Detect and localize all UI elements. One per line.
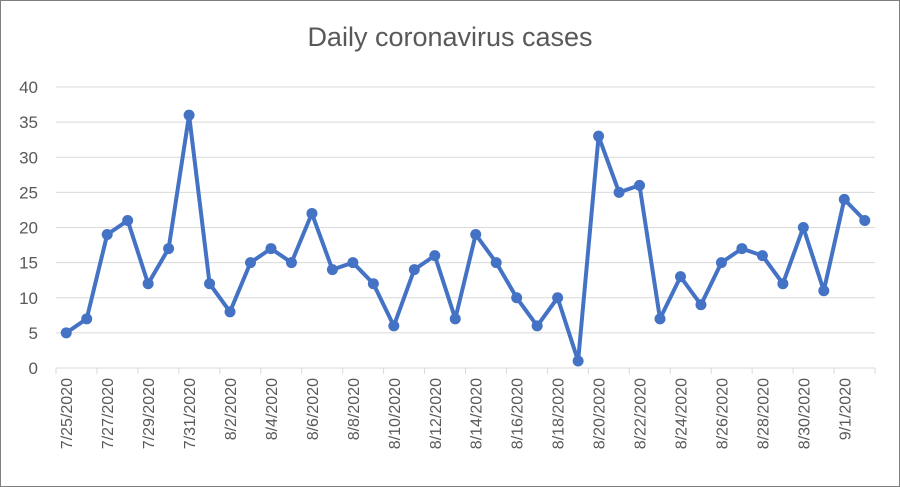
chart-title: Daily coronavirus cases	[307, 22, 593, 52]
y-tick-label: 35	[19, 113, 38, 132]
data-point	[388, 320, 400, 332]
x-tick-label: 8/18/2020	[551, 378, 568, 449]
data-point	[122, 214, 134, 226]
data-point	[674, 271, 686, 283]
data-point	[715, 257, 727, 269]
series-line	[65, 113, 867, 363]
data-point	[326, 264, 338, 276]
data-point	[593, 130, 605, 142]
data-point	[224, 306, 236, 318]
x-axis-tick-labels: 7/25/2020 7/27/2020 7/29/2020 7/31/2020 8/2/…	[59, 378, 854, 449]
x-tick-label: 8/16/2020	[510, 378, 527, 449]
data-point	[634, 179, 646, 191]
data-point	[142, 278, 154, 290]
x-tick-label: 8/22/2020	[633, 378, 650, 449]
x-tick-label: 7/27/2020	[100, 378, 117, 449]
data-point	[695, 299, 707, 311]
x-tick-label: 8/2/2020	[223, 378, 240, 440]
data-point	[265, 243, 277, 255]
data-point	[613, 186, 625, 198]
x-tick-label: 8/30/2020	[796, 378, 813, 449]
data-point	[756, 250, 768, 262]
x-tick-label: 8/26/2020	[714, 378, 731, 449]
data-point	[429, 250, 441, 262]
y-tick-label: 0	[29, 359, 38, 378]
x-tick-label: 8/14/2020	[469, 378, 486, 449]
x-tick-label: 7/25/2020	[59, 378, 76, 449]
data-point	[101, 229, 113, 241]
y-tick-label: 20	[19, 219, 38, 238]
data-point	[449, 313, 461, 325]
data-point	[490, 257, 502, 269]
y-tick-label: 25	[19, 183, 38, 202]
data-point	[306, 207, 318, 219]
y-tick-label: 40	[19, 78, 38, 97]
data-point	[654, 313, 666, 325]
y-tick-label: 5	[29, 324, 38, 343]
data-point	[818, 285, 830, 297]
x-tick-label: 8/6/2020	[305, 378, 322, 440]
x-tick-label: 8/10/2020	[387, 378, 404, 449]
data-point	[60, 327, 72, 339]
series-layer	[60, 109, 871, 367]
data-point	[736, 243, 748, 255]
x-tick-label: 8/20/2020	[592, 378, 609, 449]
data-point	[245, 257, 257, 269]
data-point	[511, 292, 523, 304]
data-point	[859, 214, 871, 226]
gridlines	[56, 86, 875, 334]
x-tick-label: 8/4/2020	[264, 378, 281, 440]
x-tick-label: 8/12/2020	[428, 378, 445, 449]
data-point	[797, 222, 809, 233]
data-point	[408, 264, 420, 276]
x-tick-label: 7/29/2020	[141, 378, 158, 449]
y-tick-label: 30	[19, 148, 38, 167]
y-tick-label: 15	[19, 254, 38, 273]
y-axis-tick-labels: 0 5 10 15 20 25 30 35 40	[19, 78, 38, 378]
data-point	[367, 278, 379, 290]
x-tick-label: 7/31/2020	[182, 378, 199, 449]
x-tick-label: 8/8/2020	[346, 378, 363, 440]
x-tick-label: 8/28/2020	[755, 378, 772, 449]
x-tick-label: 8/24/2020	[673, 378, 690, 449]
data-point	[777, 278, 789, 290]
data-point	[572, 355, 584, 367]
x-tick-label: 9/1/2020	[837, 378, 854, 440]
data-point	[285, 257, 297, 269]
data-point	[204, 278, 216, 290]
data-point	[531, 320, 543, 332]
data-point	[552, 292, 564, 304]
data-point	[470, 229, 482, 241]
x-axis	[55, 367, 876, 374]
data-point	[347, 257, 359, 269]
data-point	[81, 313, 93, 325]
y-tick-label: 10	[19, 289, 38, 308]
data-point	[163, 243, 175, 255]
data-point	[183, 109, 195, 121]
data-point	[838, 193, 850, 205]
